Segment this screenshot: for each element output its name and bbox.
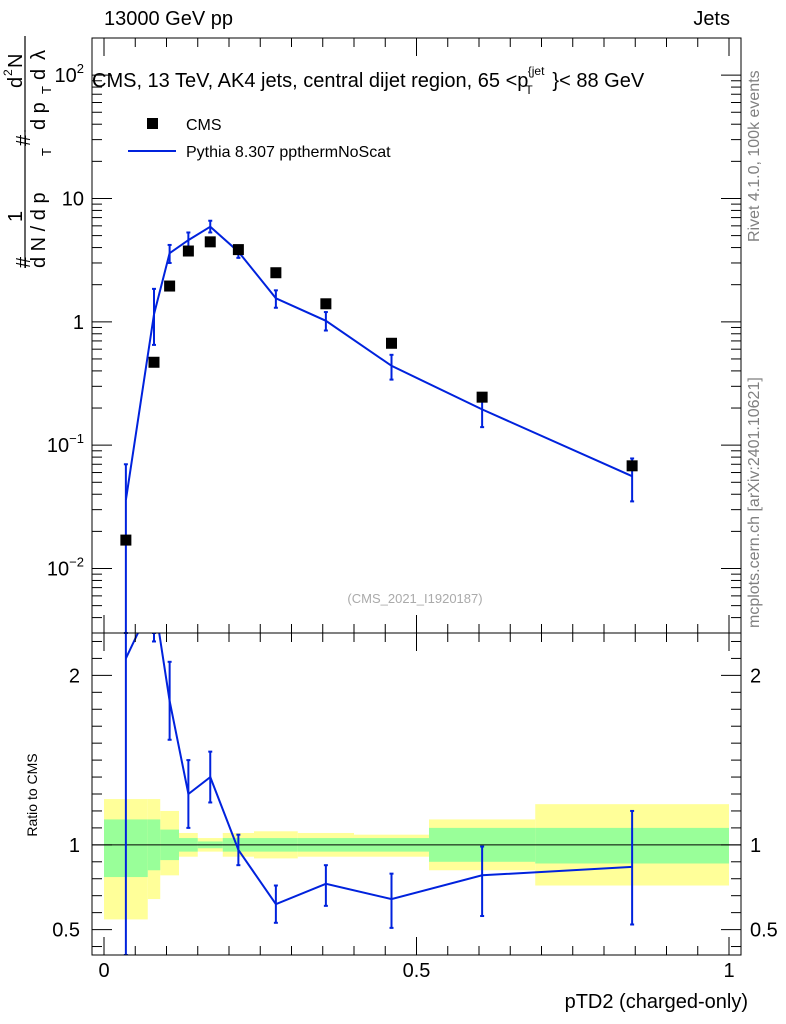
plot-title-main: CMS, 13 TeV, AK4 jets, central dijet reg… [92, 70, 529, 92]
cms-point-0 [120, 534, 132, 546]
rivet-label: Rivet 4.1.0, 100k events [746, 70, 763, 242]
ylabel-hash-1: # [13, 256, 35, 268]
ratio-ytick-label-0: 0.5 [52, 920, 80, 942]
cms-point-1 [148, 356, 160, 368]
plot-title: CMS, 13 TeV, AK4 jets, central dijet reg… [92, 64, 645, 97]
main-ytick-label-1: 10−1 [47, 431, 84, 457]
ylabel-sq: 2 [1, 69, 15, 76]
ratio-ytick-label-right-2: 2 [750, 665, 761, 687]
ylabel-d2: d [5, 77, 27, 88]
main-ytick-label-3: 10 [62, 188, 84, 210]
main-ytick-label-2: 1 [73, 312, 84, 334]
x-axis-label: pTD2 (charged-only) [565, 991, 748, 1013]
ylabel-dpt: d p [28, 102, 50, 130]
x-tick-label-1: 0.5 [403, 960, 431, 982]
plot-title-sub: T [525, 83, 533, 97]
main-ylabel: # 1 d N / d p T # d p T d 2 N d λ [1, 36, 54, 268]
ratio-panel: 0.5 0.5 1 1 2 2 0 0.5 1 Ratio to CMS pTD2 (charg… [24, 632, 778, 1013]
ylabel-one: 1 [5, 211, 27, 222]
ratio-ytick-label-2: 2 [69, 665, 80, 687]
x-tick-label-0: 0 [98, 960, 109, 982]
header-right: Jets [693, 8, 730, 30]
main-plot-area [120, 219, 638, 633]
ylabel-hash-2: # [13, 134, 35, 146]
cms-point-9 [476, 391, 488, 403]
legend-marker-cms [147, 118, 158, 129]
main-ytick-label-4: 102 [55, 61, 84, 87]
ylabel-dn-dpt-sub: T [39, 148, 54, 156]
main-ytick-label-0: 10−2 [47, 555, 84, 581]
ylabel-dn-dpt: d N / d p [28, 192, 50, 268]
ratio-ytick-label-right-1: 1 [750, 835, 761, 857]
ratio-ytick-label-1: 1 [69, 835, 80, 857]
ratio-ylabel: Ratio to CMS [24, 753, 40, 836]
cms-point-10 [626, 460, 638, 472]
ratio-axes: 0.5 0.5 1 1 2 2 0 0.5 1 [52, 633, 778, 982]
ylabel-dl-d: d [28, 69, 50, 80]
cms-point-3 [182, 245, 194, 257]
x-tick-label-2: 1 [723, 960, 734, 982]
cms-point-7 [320, 298, 332, 310]
legend-label-pythia: Pythia 8.307 ppthermNoScat [186, 144, 391, 161]
ylabel-n: N [5, 54, 27, 68]
plot-title-end: }< 88 GeV [552, 70, 645, 92]
legend: CMS Pythia 8.307 ppthermNoScat [128, 117, 391, 161]
mcplots-label: mcplots.cern.ch [arXiv:2401.10621] [746, 377, 763, 628]
legend-label-cms: CMS [186, 117, 222, 134]
cms-point-4 [204, 236, 216, 248]
cms-point-5 [232, 244, 244, 256]
ratio-ytick-label-right-0: 0.5 [750, 920, 778, 942]
cms-point-8 [386, 337, 397, 349]
header-left: 13000 GeV pp [104, 8, 233, 30]
cms-point-6 [270, 267, 282, 279]
ylabel-dpt-sub: T [39, 86, 54, 94]
ylabel-dl-lambda: λ [28, 50, 50, 60]
main-panel: (CMS_2021_I1920187) CMS Pythia 8.307 ppt… [47, 37, 742, 634]
main-axes: 10−2 10−1 1 10 102 [47, 37, 741, 634]
plot-title-sup: {jet [527, 64, 545, 78]
cms-point-2 [164, 280, 176, 292]
watermark: (CMS_2021_I1920187) [347, 591, 482, 606]
ratio-plot-area [92, 633, 741, 955]
